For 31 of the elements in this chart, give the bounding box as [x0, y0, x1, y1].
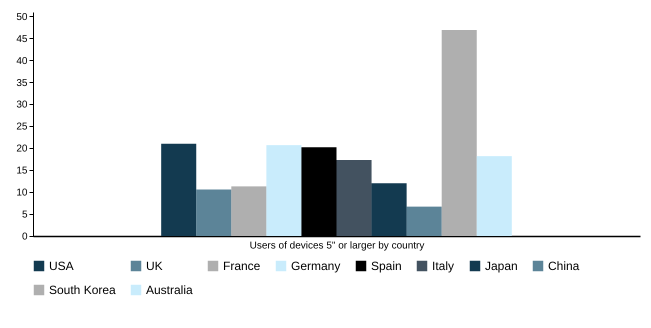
- bar: [442, 30, 477, 236]
- bar: [406, 206, 442, 236]
- legend-label: Germany: [291, 259, 340, 273]
- y-tick-label: 20: [16, 144, 28, 155]
- y-tick-label: 0: [22, 232, 28, 242]
- legend-label: South Korea: [49, 283, 116, 297]
- legend-label: USA: [49, 259, 74, 273]
- bar: [476, 156, 512, 236]
- x-axis-title: Users of devices 5" or larger by country: [250, 240, 424, 252]
- bar: [372, 183, 407, 236]
- y-tick-label: 30: [16, 100, 28, 111]
- y-tick-label: 10: [16, 188, 28, 199]
- legend-label: Australia: [146, 283, 194, 297]
- legend-label: Spain: [371, 259, 402, 273]
- y-tick-label: 5: [22, 210, 28, 221]
- y-tick-label: 50: [16, 12, 28, 23]
- y-tick-label: 35: [16, 78, 28, 89]
- bar: [266, 145, 302, 236]
- bar: [336, 160, 372, 236]
- legend-label: Italy: [432, 259, 454, 273]
- y-tick-label: 15: [16, 166, 28, 177]
- y-tick-label: 25: [16, 122, 28, 133]
- legend-label: France: [223, 259, 261, 273]
- y-tick-label: 40: [16, 56, 28, 67]
- legend-label: Japan: [485, 259, 518, 273]
- bar: [231, 186, 266, 236]
- legend-label: UK: [146, 259, 163, 273]
- y-tick-label: 45: [16, 34, 28, 45]
- bar: [196, 189, 232, 236]
- legend-label: China: [548, 259, 580, 273]
- bar: [161, 144, 196, 236]
